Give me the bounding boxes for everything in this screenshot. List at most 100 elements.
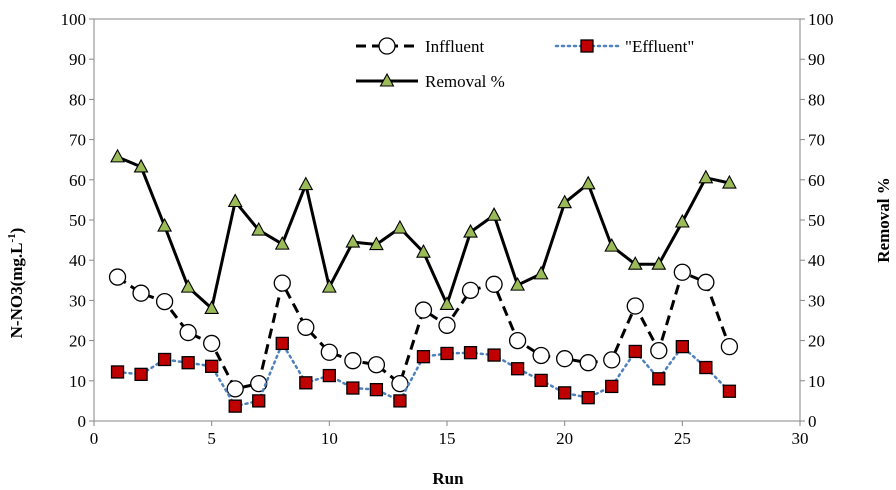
right-y-tick-label: 0 [808,412,817,431]
series-removal-point [486,207,502,221]
series-effluent-point [205,359,219,373]
series-effluent-point [322,368,336,383]
series-inffluent-point [485,275,503,293]
series-removal-point [157,217,173,232]
series-inffluent-point [579,354,597,372]
series-inffluent-point [203,334,221,353]
series-removal-point [557,194,573,209]
x-tick-label: 20 [556,429,573,448]
series-inffluent-point [720,337,739,356]
left-y-tick-label: 0 [78,412,87,431]
series-removal-point [251,221,267,236]
series-effluent-point [181,356,195,370]
legend-label: "Effluent" [625,37,694,56]
series-removal-point [227,193,243,208]
series-inffluent-point [273,274,291,292]
x-axis: 0 5 10 15 20 25 30 [90,421,809,448]
series-removal-point [627,256,643,270]
series-removal-point [674,213,690,228]
series-inffluent-point [508,331,527,350]
x-tick-label: 15 [439,429,456,448]
right-y-tick-label: 30 [808,291,825,310]
x-tick-label: 5 [207,429,216,448]
series-removal-line [116,155,730,312]
right-y-tick-label: 100 [808,10,834,29]
right-y-tick-label: 60 [808,171,825,190]
series-effluent-point [534,373,548,388]
right-y-tick-label: 10 [808,372,825,391]
series-effluent-point [605,379,619,394]
series-removal-point [651,256,667,270]
series-effluent-point [275,336,289,351]
right-y-axis-title: Removal % [874,177,893,262]
series-effluent-point [628,344,642,359]
left-y-tick-label: 100 [61,10,87,29]
series-removal-point [580,175,596,190]
series-removal-point [463,223,478,238]
right-y-tick-label: 80 [808,90,825,109]
series-removal-point [204,300,220,314]
right-y-tick-label: 90 [808,50,825,69]
left-y-tick-label: 70 [69,131,86,150]
series-inffluent-point [179,323,197,342]
series-removal-point [133,158,149,173]
series-inffluent-point [650,341,668,360]
legend: Inffluent "Effluent" Removal % [356,37,694,91]
series-removal-point [180,278,196,293]
right-y-tick-label: 50 [808,211,825,230]
series-removal-point [368,236,384,251]
series-inffluent-point [556,350,574,368]
series-removal-point [298,176,314,191]
left-y-tick-label: 40 [69,251,86,270]
series-effluent-point [393,394,407,408]
series-effluent-point [416,350,431,364]
legend-item-inffluent: Inffluent [356,37,484,56]
series-effluent-point [463,346,478,360]
series-inffluent-point [697,273,715,291]
left-y-tick-label: 20 [69,332,86,351]
left-y-axis-title-close: ) [7,228,26,234]
series-effluent-point [252,394,266,408]
series-removal-point [439,296,455,310]
left-y-tick-label: 80 [69,90,86,109]
series-inffluent-point [673,263,691,281]
series-effluent-point [228,399,242,413]
left-y-axis-title-main: N-NO3(mg.L [7,242,26,338]
series-removal-point [392,219,408,234]
series-inffluent-point [132,284,150,302]
series-effluent-point [558,386,572,400]
legend-label: Removal % [425,72,505,91]
series-removal-point [510,276,526,291]
series-effluent-point [581,391,595,405]
series-effluent-point [699,360,713,375]
series-removal-point [533,265,549,280]
series-inffluent-point [108,268,127,286]
right-y-tick-label: 70 [808,131,825,150]
series-inffluent-point [414,301,433,319]
series-removal-point [110,148,125,163]
series-removal-point [698,169,714,184]
series-effluent-point [157,352,172,367]
legend-label: Inffluent [425,37,484,56]
series-inffluent-point [603,351,621,369]
left-y-axis-title: N-NO3(mg.L-1) [6,228,26,339]
x-tick-label: 25 [674,429,691,448]
series-removal-point [345,233,361,248]
legend-swatch-point [378,37,396,55]
series-inffluent-point [438,316,456,334]
series-effluent-point [369,382,384,397]
series-effluent [110,336,737,413]
x-tick-label: 0 [90,429,99,448]
series-effluent-point [510,362,525,376]
series-effluent-point [675,339,689,354]
right-y-axis: 0 10 20 30 40 50 60 70 80 90 100 [800,10,834,431]
x-tick-label: 10 [321,429,338,448]
series-removal-point [321,278,337,293]
x-tick-label: 30 [792,429,809,448]
legend-swatch-point [580,39,594,53]
series-inffluent [108,263,739,398]
left-y-tick-label: 60 [69,171,86,190]
series-effluent-point [487,348,501,362]
right-y-tick-label: 40 [808,251,825,270]
